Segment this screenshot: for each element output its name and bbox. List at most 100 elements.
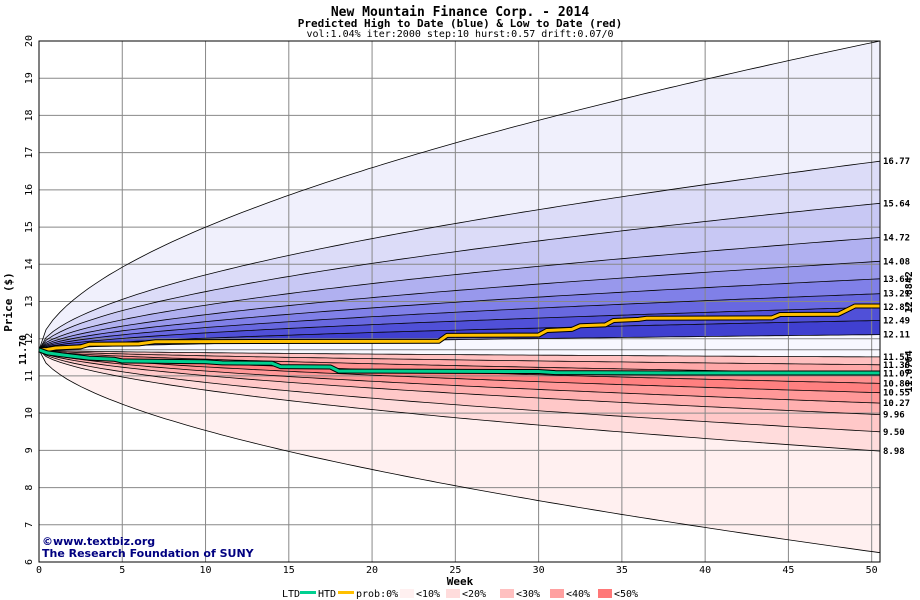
x-tick-35: 35: [616, 565, 628, 576]
curve-high-1: [38, 160, 881, 351]
curve-low-1: [38, 349, 881, 366]
x-tick-40: 40: [699, 565, 711, 576]
band-high-2: [39, 203, 880, 350]
credit-website: ©www.textbiz.org: [42, 535, 155, 548]
y-tick-18: 18: [24, 109, 35, 121]
curve-high-3: [38, 237, 881, 351]
end-label-4: 14.08: [883, 257, 910, 267]
chart-params: vol:1.04% iter:2000 step:10 hurst:0.57 d…: [306, 29, 613, 40]
legend-item-1: <20%: [462, 589, 486, 600]
end-label-1: 16.77: [883, 157, 910, 167]
curve-high-6: [38, 293, 881, 351]
end-label-8: 12.49: [883, 316, 910, 326]
legend-htd-swatch: [338, 591, 354, 594]
series-lines: [38, 303, 880, 376]
legend-swatch-3: [550, 589, 564, 598]
y-tick-13: 13: [24, 295, 35, 307]
legend-ltd-label: LTD: [282, 589, 300, 600]
y-tick-11: 11: [24, 370, 35, 382]
y-tick-14: 14: [24, 258, 35, 270]
y-tick-10: 10: [24, 407, 35, 419]
x-tick-25: 25: [449, 565, 461, 576]
end-label-17: 9.50: [883, 428, 905, 438]
end-label-16: 9.96: [883, 411, 905, 421]
band-mid: [39, 334, 880, 357]
legend-item-2: <30%: [516, 589, 540, 600]
curve-high-4: [38, 260, 881, 351]
curve-high-5: [38, 278, 881, 351]
curve-high-2: [38, 202, 881, 351]
plot-border: [38, 40, 881, 563]
legend-item-0: <10%: [416, 589, 440, 600]
chart-title: New Mountain Finance Corp. - 2014: [331, 5, 589, 20]
end-label-5: 13.61: [883, 275, 910, 285]
x-tick-5: 5: [119, 565, 125, 576]
y-tick-20: 20: [24, 35, 35, 47]
chart-subtitle: Predicted High to Date (blue) & Low to D…: [298, 17, 623, 30]
probability-bands: [39, 41, 880, 553]
end-label-14: 10.55: [883, 389, 910, 399]
end-label-3: 14.72: [883, 233, 910, 243]
curve-low-6: [38, 349, 881, 415]
credit-org: The Research Foundation of SUNY: [42, 547, 255, 560]
y-tick-16: 16: [24, 184, 35, 196]
legend-ltd-swatch: [300, 591, 316, 594]
y-tick-6: 6: [24, 559, 35, 565]
end-label-12: 11.07: [883, 369, 910, 379]
end-label-2: 15.64: [883, 199, 911, 209]
x-tick-15: 15: [283, 565, 295, 576]
band-high-1: [39, 161, 880, 350]
x-tick-50: 50: [866, 565, 878, 576]
legend: LTD HTD prob:0% <10% <20% <30% <40% <50%: [282, 589, 638, 600]
end-label-7: 12.85: [883, 303, 910, 313]
curve-low-9: [38, 349, 881, 554]
end-label-10: 11.51: [883, 353, 910, 363]
curve-low-5: [38, 349, 881, 404]
end-label-6: 13.21: [883, 290, 910, 300]
band-low-4: [39, 349, 880, 404]
y-axis-label: Price ($): [2, 272, 15, 332]
y-tick-15: 15: [24, 221, 35, 233]
curve-high-0: [38, 40, 881, 351]
axis-ticks: 0 5 10 15 20 25 30 35 40 45 50 6 7 8 9 10 11 12 13 14 15 16 17…: [24, 35, 878, 576]
end-label-15: 10.27: [883, 399, 910, 409]
legend-swatch-0: [400, 589, 414, 598]
band-high-0: [39, 41, 880, 350]
curve-low-7: [38, 349, 881, 433]
band-low-0: [39, 349, 880, 365]
band-high-4: [39, 261, 880, 350]
x-tick-30: 30: [533, 565, 545, 576]
end-label-13: 10.80: [883, 379, 910, 389]
band-low-6: [39, 349, 880, 432]
y-tick-8: 8: [24, 485, 35, 491]
band-low-5: [39, 349, 880, 415]
legend-swatch-4: [598, 589, 612, 598]
band-high-3: [39, 237, 880, 350]
x-tick-0: 0: [36, 565, 42, 576]
x-tick-10: 10: [200, 565, 212, 576]
ltd-end-label: 11.0764: [904, 350, 915, 392]
curve-low-4: [38, 349, 881, 394]
end-label-18: 8.98: [883, 447, 905, 457]
end-label-9: 12.11: [883, 331, 910, 341]
legend-prob-label: prob:0%: [356, 589, 398, 600]
htd-end-label: 12.8842: [904, 271, 915, 313]
curve-high-9: [38, 334, 881, 351]
curve-high-7: [38, 306, 881, 351]
y-tick-19: 19: [24, 72, 35, 84]
band-low-3: [39, 349, 880, 393]
legend-swatch-2: [500, 589, 514, 598]
band-low-1: [39, 349, 880, 374]
y-tick-17: 17: [24, 147, 35, 159]
band-high-6: [39, 293, 880, 350]
band-low-8: [39, 349, 880, 553]
x-tick-45: 45: [782, 565, 794, 576]
end-label-11: 11.30: [883, 361, 910, 371]
legend-htd-label: HTD: [318, 589, 336, 600]
y-tick-12: 12: [24, 333, 35, 345]
legend-swatch-1: [446, 589, 460, 598]
curve-low-0: [38, 349, 880, 358]
x-tick-20: 20: [366, 565, 378, 576]
ltd-series-line: [38, 348, 880, 375]
